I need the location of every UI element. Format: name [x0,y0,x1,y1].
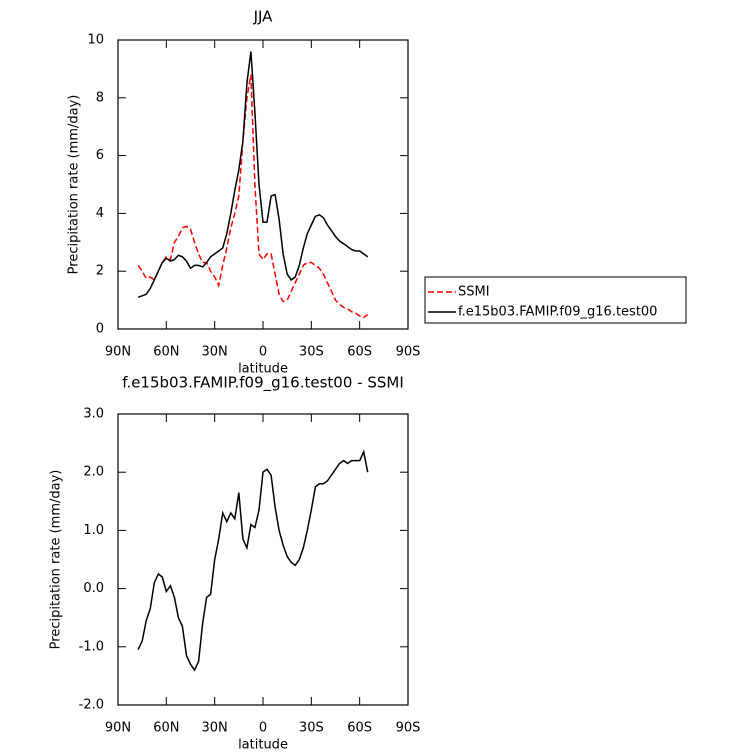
y-axis-label: Precipitation rate (mm/day) [49,470,64,650]
data-line [137,449,369,672]
y-tick-label: -2.0 [79,698,104,713]
data-line [137,51,369,298]
y-tick-label: 6 [96,148,104,163]
x-tick-label: 60N [153,345,179,360]
plot-frame [117,39,409,330]
x-tick-label: 90S [396,345,421,360]
y-tick-label: 3.0 [83,407,104,422]
y-tick-label: 2.0 [83,465,104,480]
data-line [137,74,369,319]
chart-title: f.e15b03.FAMIP.f09_g16.test00 - SSMI [122,374,404,393]
x-tick-label: 30N [202,721,228,736]
y-tick-label: 0.0 [83,581,104,596]
y-tick-label: 8 [96,90,104,105]
y-tick-label: 4 [96,206,104,221]
legend-label: f.e15b03.FAMIP.f09_g16.test00 [458,305,657,320]
x-axis-label: latitude [238,738,288,753]
x-tick-label: 60S [347,345,372,360]
chart-title: JJA [253,8,274,26]
x-tick-label: 90N [105,345,131,360]
x-tick-label: 30N [202,345,228,360]
x-tick-label: 90S [396,721,421,736]
x-tick-label: 0 [259,345,267,360]
x-tick-label: 30S [299,721,324,736]
y-tick-label: 10 [87,33,104,48]
y-tick-label: 2 [96,264,104,279]
y-tick-label: 0 [96,322,104,337]
y-axis-label: Precipitation rate (mm/day) [67,95,82,275]
x-tick-label: 30S [299,345,324,360]
y-tick-label: -1.0 [79,639,104,654]
legend-label: SSMI [458,285,490,300]
x-tick-label: 0 [259,721,267,736]
x-tick-label: 90N [105,721,131,736]
legend-box [424,276,687,324]
y-tick-label: 1.0 [83,523,104,538]
x-tick-label: 60S [347,721,372,736]
x-tick-label: 60N [153,721,179,736]
x-axis-label: latitude [238,362,288,377]
